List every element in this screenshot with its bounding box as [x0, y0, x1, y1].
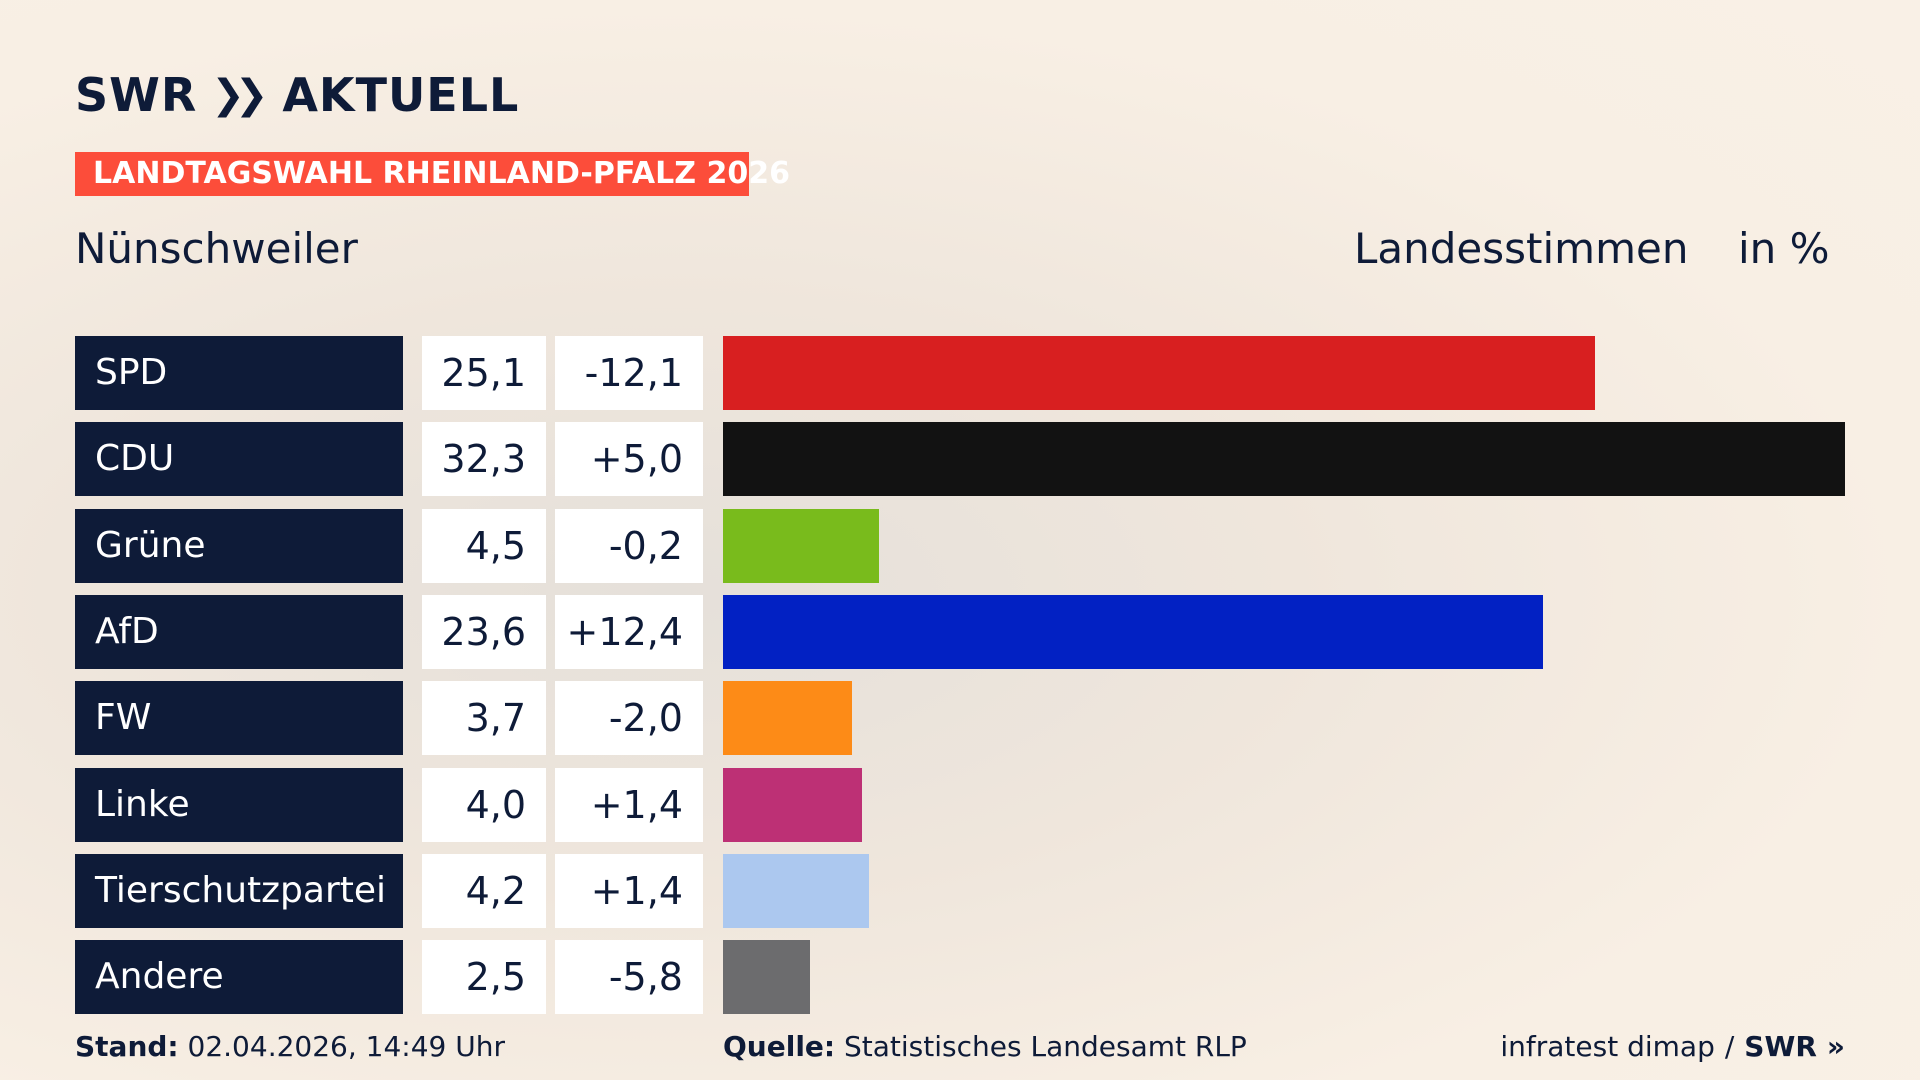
- value-label: 4,5: [422, 508, 546, 583]
- value-label: 25,1: [422, 336, 546, 410]
- party-label: AfD: [75, 594, 403, 669]
- swr-aktuell-logo: SWR ❯❯ AKTUELL: [75, 68, 519, 122]
- bar: [723, 767, 862, 842]
- election-badge: LANDTAGSWAHL RHEINLAND-PFALZ 2026: [75, 152, 790, 196]
- measure-label: Landesstimmen: [1354, 224, 1689, 273]
- logo-suffix: AKTUELL: [282, 68, 520, 122]
- bar: [723, 336, 1595, 410]
- party-label: Grüne: [75, 508, 403, 583]
- party-label: Tierschutzpartei: [75, 853, 403, 928]
- change-label: -5,8: [555, 940, 703, 1015]
- bar-row: Tierschutzpartei 4,2 +1,4: [0, 853, 1920, 928]
- bar-row: CDU 32,3 +5,0: [0, 422, 1920, 497]
- value-label: 3,7: [422, 681, 546, 756]
- value-label: 2,5: [422, 940, 546, 1015]
- credit-text: infratest dimap: [1500, 1030, 1715, 1063]
- footer-quelle: Quelle: Statistisches Landesamt RLP: [723, 1030, 1247, 1063]
- value-label: 4,2: [422, 853, 546, 928]
- credit-brand: SWR: [1744, 1030, 1817, 1063]
- footer-credit: infratest dimap / SWR »: [1500, 1030, 1845, 1063]
- change-label: -2,0: [555, 681, 703, 756]
- change-label: +5,0: [555, 422, 703, 497]
- bar-row: FW 3,7 -2,0: [0, 681, 1920, 756]
- stand-label: Stand:: [75, 1030, 179, 1063]
- bar: [723, 940, 810, 1015]
- logo-brand: SWR: [75, 68, 198, 122]
- bar: [723, 681, 852, 756]
- footer-stand: Stand: 02.04.2026, 14:49 Uhr: [75, 1030, 505, 1063]
- change-label: +1,4: [555, 767, 703, 842]
- bar: [723, 853, 869, 928]
- quelle-value: Statistisches Landesamt RLP: [844, 1030, 1247, 1063]
- change-label: +1,4: [555, 853, 703, 928]
- value-label: 32,3: [422, 422, 546, 497]
- bar: [723, 508, 880, 583]
- value-label: 4,0: [422, 767, 546, 842]
- party-label: FW: [75, 681, 403, 756]
- unit-label: in %: [1738, 224, 1830, 273]
- quelle-label: Quelle:: [723, 1030, 836, 1063]
- bar-row: AfD 23,6 +12,4: [0, 594, 1920, 669]
- bar-row: Andere 2,5 -5,8: [0, 940, 1920, 1015]
- credit-separator: /: [1724, 1030, 1735, 1063]
- bar: [723, 594, 1543, 669]
- bar-row: Grüne 4,5 -0,2: [0, 508, 1920, 583]
- party-label: CDU: [75, 422, 403, 497]
- change-label: -12,1: [555, 336, 703, 410]
- change-label: +12,4: [555, 594, 703, 669]
- chevron-right-icon: »: [1826, 1030, 1845, 1063]
- value-label: 23,6: [422, 594, 546, 669]
- party-label: Linke: [75, 767, 403, 842]
- change-label: -0,2: [555, 508, 703, 583]
- party-label: SPD: [75, 336, 403, 410]
- party-label: Andere: [75, 940, 403, 1015]
- stand-value: 02.04.2026, 14:49 Uhr: [187, 1030, 505, 1063]
- bar: [723, 422, 1845, 497]
- place-title: Nünschweiler: [75, 224, 358, 273]
- bar-row: SPD 25,1 -12,1: [0, 336, 1920, 410]
- bar-row: Linke 4,0 +1,4: [0, 767, 1920, 842]
